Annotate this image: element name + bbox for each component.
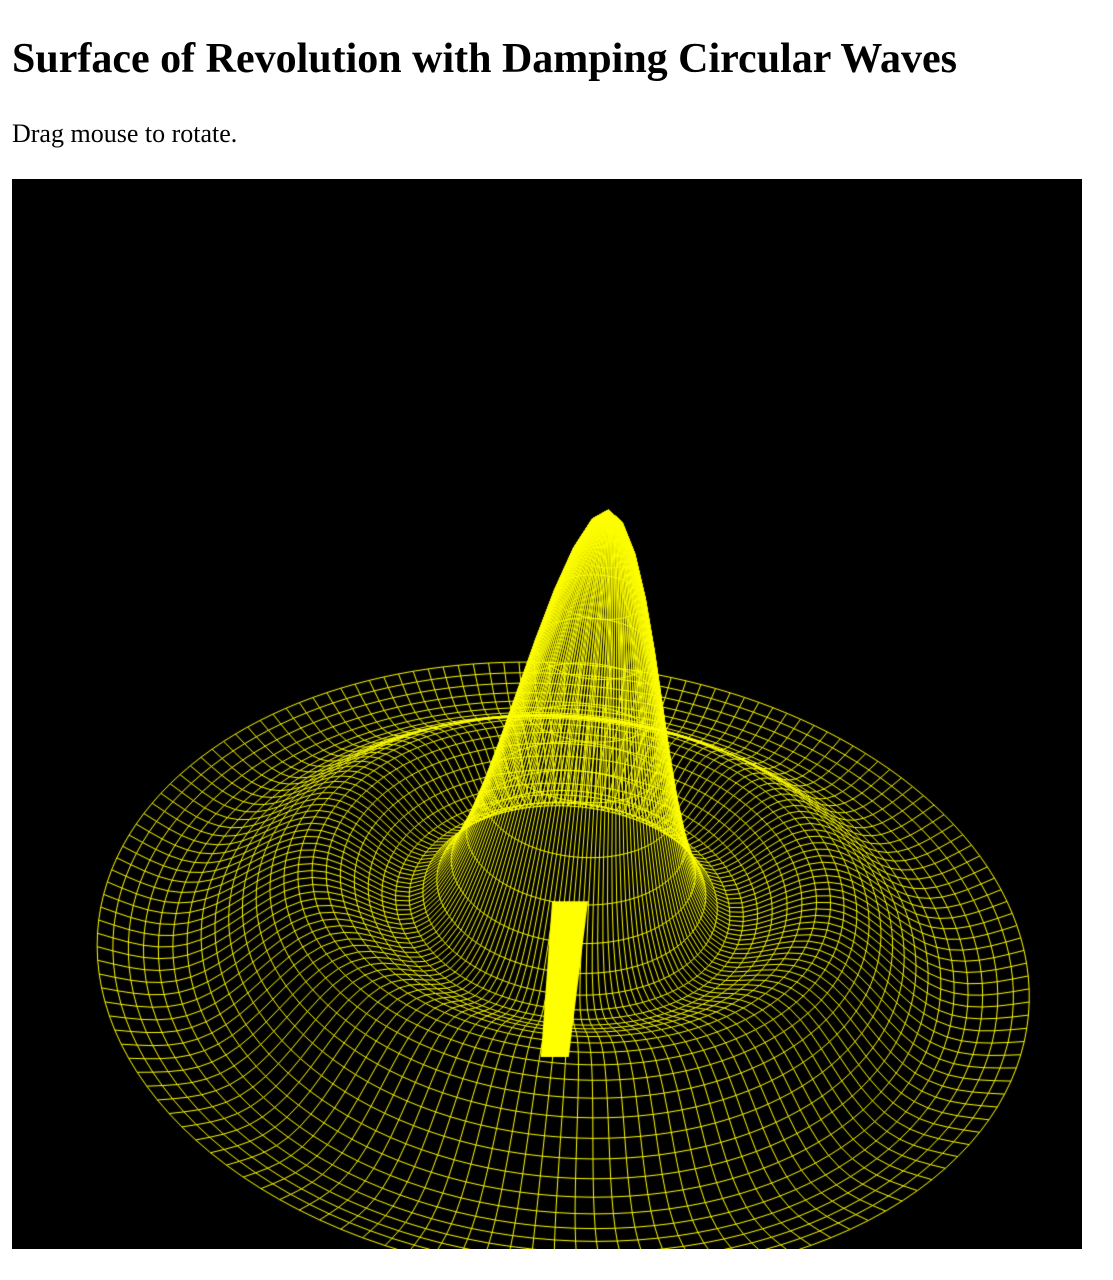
- surface-canvas[interactable]: [12, 179, 1082, 1249]
- 3d-viewport[interactable]: [12, 179, 1082, 1249]
- instructions-text: Drag mouse to rotate.: [12, 119, 238, 148]
- page-title: Surface of Revolution with Damping Circu…: [12, 36, 958, 82]
